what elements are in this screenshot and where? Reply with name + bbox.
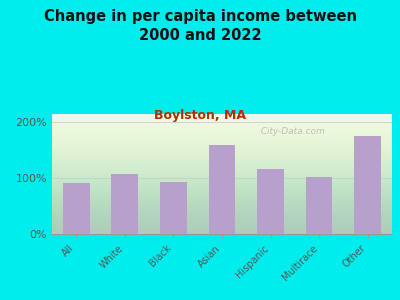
Bar bbox=[209, 145, 235, 234]
Text: Change in per capita income between
2000 and 2022: Change in per capita income between 2000… bbox=[44, 9, 356, 43]
Bar bbox=[257, 169, 284, 234]
Text: Boylston, MA: Boylston, MA bbox=[154, 110, 246, 122]
Bar bbox=[160, 182, 187, 234]
Bar bbox=[112, 174, 138, 234]
Bar bbox=[306, 176, 332, 234]
Bar bbox=[63, 183, 90, 234]
Text: City-Data.com: City-Data.com bbox=[255, 128, 325, 136]
Bar bbox=[354, 136, 381, 234]
